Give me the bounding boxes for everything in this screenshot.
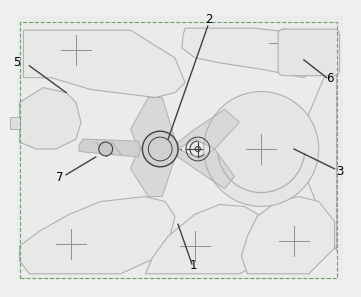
Polygon shape: [19, 88, 81, 149]
Bar: [17, 16, 343, 281]
Circle shape: [204, 91, 319, 206]
Polygon shape: [130, 139, 178, 197]
Text: 2: 2: [205, 13, 212, 26]
Polygon shape: [79, 139, 140, 157]
Circle shape: [142, 131, 178, 167]
Polygon shape: [294, 48, 336, 251]
Polygon shape: [19, 197, 175, 274]
Text: 1: 1: [190, 259, 197, 272]
Polygon shape: [23, 30, 185, 97]
Polygon shape: [242, 197, 335, 274]
Polygon shape: [10, 117, 19, 129]
Polygon shape: [145, 204, 274, 274]
FancyBboxPatch shape: [278, 29, 339, 76]
Text: 7: 7: [56, 171, 64, 184]
Text: 6: 6: [327, 72, 334, 85]
Bar: [19, 22, 336, 278]
Polygon shape: [182, 28, 329, 78]
Polygon shape: [130, 97, 178, 159]
Polygon shape: [178, 149, 235, 189]
Polygon shape: [178, 109, 239, 149]
Circle shape: [99, 142, 113, 156]
Text: 5: 5: [14, 56, 21, 69]
Text: 3: 3: [336, 165, 344, 178]
